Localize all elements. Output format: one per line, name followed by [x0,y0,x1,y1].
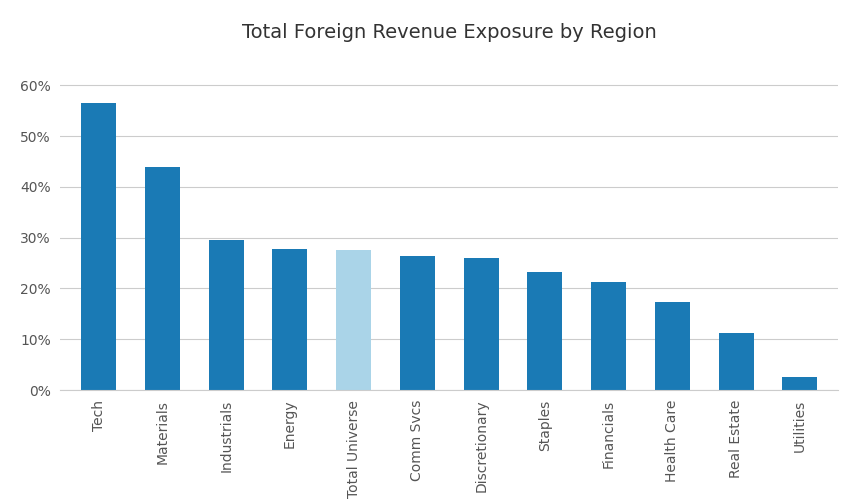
Bar [81,103,117,390]
Bar [591,282,626,390]
Bar [527,272,562,390]
Bar [719,332,753,390]
Bar [272,249,308,390]
Title: Total Foreign Revenue Exposure by Region: Total Foreign Revenue Exposure by Region [242,23,657,42]
Bar [336,250,372,390]
Bar [464,258,499,390]
Bar [655,302,689,390]
Bar [782,378,817,390]
Bar [209,240,244,390]
Bar [145,166,180,390]
Bar [400,256,435,390]
